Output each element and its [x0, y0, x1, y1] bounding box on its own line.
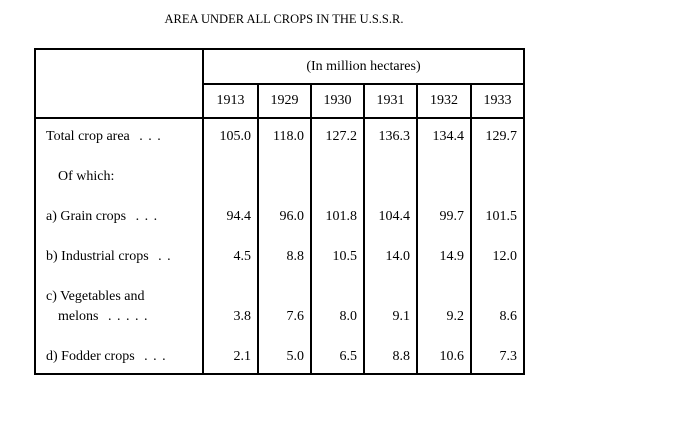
dot-leader: . . . . . — [107, 309, 149, 324]
cell-value: 14.0 — [385, 249, 411, 264]
dot-leader: . . . — [144, 349, 167, 364]
row-label-grain: a) Grain crops . . . — [36, 207, 202, 227]
cell-value: 96.0 — [279, 209, 305, 224]
cell-value: 10.5 — [332, 249, 358, 264]
cell-value: 4.5 — [233, 249, 252, 264]
cell-value: 136.3 — [378, 129, 411, 144]
column-1929: 118.0 96.0 8.8 7.6 5.0 — [257, 117, 312, 375]
cell-value: 104.4 — [378, 209, 411, 224]
row-label-text: melons — [58, 309, 99, 324]
year-header: 1930 — [310, 83, 365, 119]
row-label-vegetables: c) Vegetables and — [46, 289, 145, 304]
crop-area-table: (In million hectares) 1913 1929 1930 193… — [34, 48, 525, 375]
cell-value: 101.8 — [325, 209, 358, 224]
cell-value: 105.0 — [219, 129, 252, 144]
row-label-text: b) Industrial crops — [46, 249, 149, 264]
cell-value: 127.2 — [325, 129, 358, 144]
cell-value: 5.0 — [286, 349, 305, 364]
column-1931: 136.3 104.4 14.0 9.1 8.8 — [363, 117, 418, 375]
cell-value: 6.5 — [339, 349, 358, 364]
year-header: 1933 — [470, 83, 525, 119]
year-header: 1929 — [257, 83, 312, 119]
row-label-fodder: d) Fodder crops . . . — [36, 347, 202, 367]
cell-value: 7.3 — [499, 349, 518, 364]
cell-value: 129.7 — [485, 129, 518, 144]
cell-value: 8.0 — [339, 309, 358, 324]
stub-header-cell — [34, 48, 204, 119]
dot-leader: . . . — [135, 209, 159, 224]
cell-value: 134.4 — [432, 129, 465, 144]
column-1913: 105.0 94.4 4.5 3.8 2.1 — [202, 117, 259, 375]
cell-value: 99.7 — [439, 209, 465, 224]
cell-value: 10.6 — [439, 349, 465, 364]
cell-value: 14.9 — [439, 249, 465, 264]
cell-value: 9.1 — [392, 309, 411, 324]
cell-value: 94.4 — [226, 209, 252, 224]
row-label-text: Total crop area — [46, 129, 130, 144]
table-body-row: Total crop area . . . Of which: a) Grain… — [34, 117, 525, 375]
column-1933: 129.7 101.5 12.0 8.6 7.3 — [470, 117, 525, 375]
table-title: AREA UNDER ALL CROPS IN THE U.S.S.R. — [164, 12, 404, 26]
year-header: 1932 — [416, 83, 472, 119]
dot-leader: . . . — [139, 129, 162, 144]
row-label-of-which: Of which: — [58, 169, 115, 184]
cell-value: 12.0 — [492, 249, 518, 264]
column-1932: 134.4 99.7 14.9 9.2 10.6 — [416, 117, 472, 375]
cell-value: 3.8 — [233, 309, 252, 324]
cell-value: 8.8 — [392, 349, 411, 364]
row-label-text: d) Fodder crops — [46, 349, 135, 364]
row-label-total: Total crop area . . . — [36, 127, 202, 147]
cell-value: 101.5 — [485, 209, 518, 224]
cell-value: 118.0 — [273, 129, 304, 144]
row-label-text: a) Grain crops — [46, 209, 127, 224]
header-row-unit: (In million hectares) — [34, 48, 525, 119]
year-header: 1913 — [202, 83, 259, 119]
row-label-industrial: b) Industrial crops . . — [36, 247, 202, 267]
unit-caption: (In million hectares) — [202, 48, 525, 85]
row-label-melons: melons . . . . . — [36, 307, 202, 327]
cell-value: 7.6 — [286, 309, 305, 324]
cell-value: 2.1 — [233, 349, 252, 364]
row-labels-column: Total crop area . . . Of which: a) Grain… — [34, 117, 204, 375]
dot-leader: . . — [158, 249, 172, 264]
column-1930: 127.2 101.8 10.5 8.0 6.5 — [310, 117, 365, 375]
header-row-years: 1913 1929 1930 1931 1932 1933 — [35, 83, 525, 119]
cell-value: 8.8 — [286, 249, 305, 264]
year-header: 1931 — [363, 83, 418, 119]
cell-value: 9.2 — [446, 309, 465, 324]
cell-value: 8.6 — [499, 309, 518, 324]
